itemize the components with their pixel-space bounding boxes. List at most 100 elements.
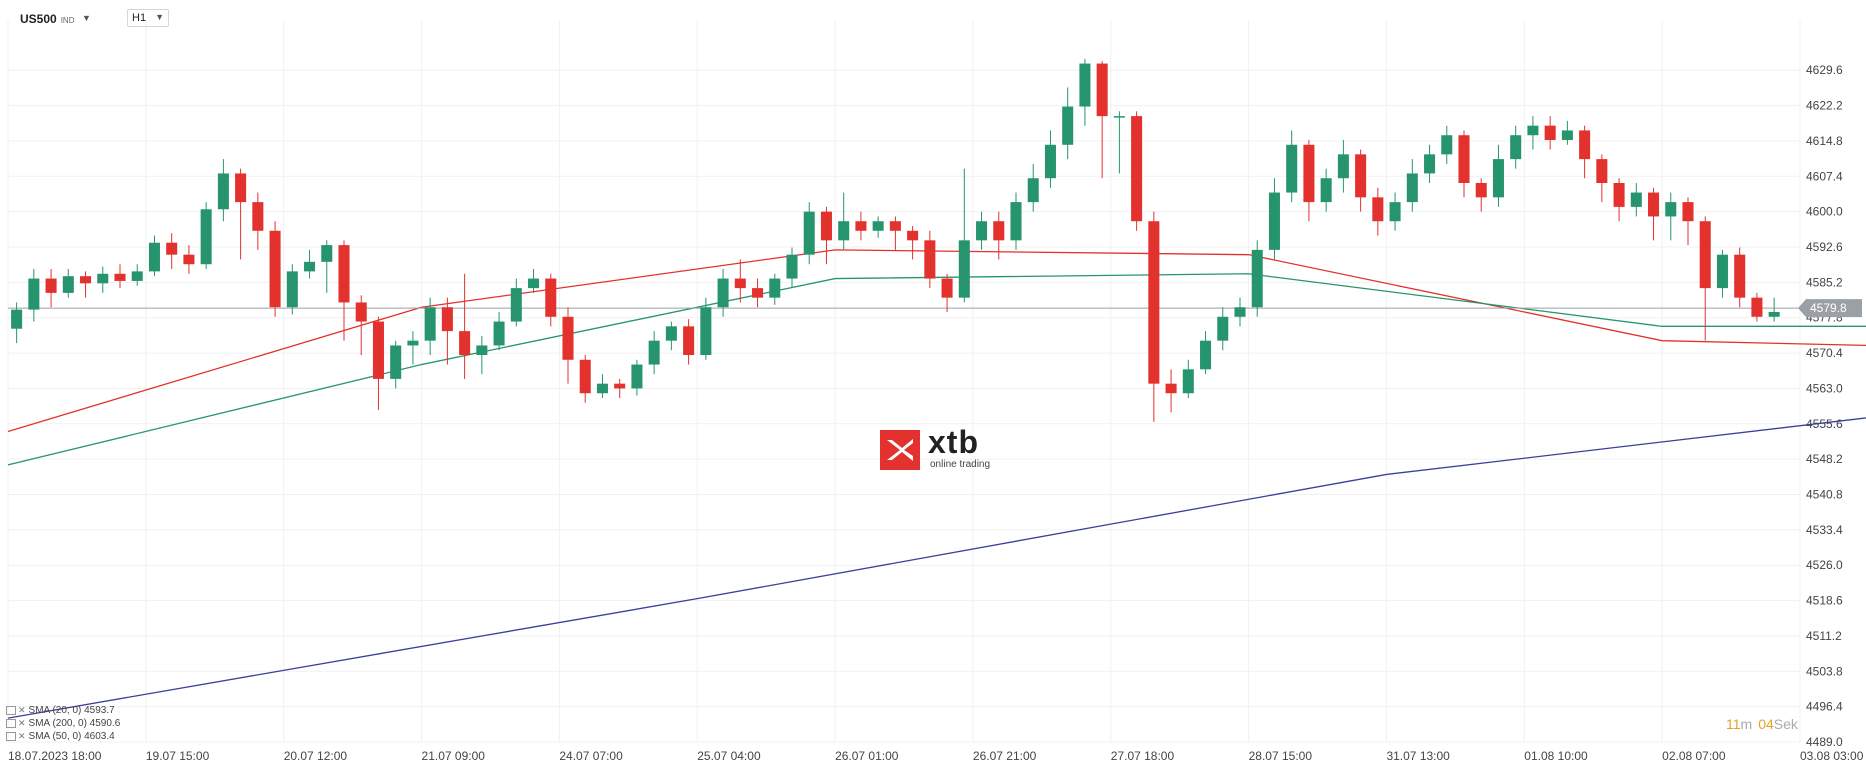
x-tick-label: 28.07 15:00 xyxy=(1249,749,1313,763)
candle-body xyxy=(924,240,936,279)
close-icon[interactable]: ✕ xyxy=(18,731,26,741)
candle-body xyxy=(269,230,281,308)
candle-body xyxy=(1010,202,1022,241)
candle-body xyxy=(769,278,781,298)
candle-body xyxy=(1510,135,1522,160)
legend-item-sma50[interactable]: ✕ SMA (50, 0) 4603.4 xyxy=(6,730,120,743)
chart-toolbar: US500 IND ▼ H1 ▼ xyxy=(0,0,1866,34)
candle-countdown: 11m 04Sek xyxy=(1726,716,1804,732)
settings-icon[interactable] xyxy=(6,705,16,715)
sma-line xyxy=(7,249,1866,433)
candle-body xyxy=(131,271,143,281)
y-tick-label: 4555.6 xyxy=(1806,417,1843,431)
candle-body xyxy=(803,211,815,255)
candle-body xyxy=(1182,369,1194,394)
candle-body xyxy=(1751,297,1763,317)
candle-body xyxy=(1527,125,1539,136)
x-tick-label: 18.07.2023 18:00 xyxy=(8,749,102,763)
candle-body xyxy=(1596,159,1608,183)
candle-body xyxy=(700,307,712,355)
candle-body xyxy=(1716,254,1728,289)
x-tick-label: 02.08 07:00 xyxy=(1662,749,1726,763)
x-tick-label: 21.07 09:00 xyxy=(422,749,486,763)
last-price-tag xyxy=(1798,299,1862,318)
candle-body xyxy=(1113,116,1125,118)
countdown-minutes: 11 xyxy=(1726,716,1741,732)
candle-body xyxy=(907,230,919,241)
sma-line xyxy=(7,417,1866,719)
candle-body xyxy=(1648,192,1660,217)
countdown-seconds: 04 xyxy=(1758,716,1774,732)
candle-body xyxy=(941,278,953,298)
y-tick-label: 4489.0 xyxy=(1806,735,1843,749)
candle-body xyxy=(1768,312,1780,317)
candle-body xyxy=(596,383,608,394)
y-tick-label: 4629.6 xyxy=(1806,63,1843,77)
candle-body xyxy=(1630,192,1642,207)
candle-body xyxy=(148,242,160,272)
indicator-legend: ✕ SMA (20, 0) 4593.7 ✕ SMA (200, 0) 4590.6… xyxy=(6,704,120,743)
candle-body xyxy=(1665,202,1677,217)
candle-body xyxy=(1303,144,1315,203)
y-tick-label: 4607.4 xyxy=(1806,169,1843,183)
candle-body xyxy=(235,173,247,203)
candle-body xyxy=(1372,197,1384,222)
y-tick-label: 4511.2 xyxy=(1806,629,1842,643)
candle-body xyxy=(1699,221,1711,289)
legend-item-sma200[interactable]: ✕ SMA (200, 0) 4590.6 xyxy=(6,717,120,730)
x-tick-label: 26.07 01:00 xyxy=(835,749,899,763)
symbol-selector[interactable]: US500 IND xyxy=(20,12,74,26)
candle-body xyxy=(717,278,729,308)
candle-body xyxy=(855,221,867,231)
x-tick-label: 25.07 04:00 xyxy=(697,749,761,763)
x-tick-label: 20.07 12:00 xyxy=(284,749,348,763)
candle-body xyxy=(183,254,195,265)
candle-body xyxy=(579,359,591,394)
candle-body xyxy=(838,221,850,241)
candle-body xyxy=(1217,316,1229,341)
candle-body xyxy=(1131,116,1143,222)
symbol-kind: IND xyxy=(60,16,75,25)
candle-body xyxy=(1458,135,1470,183)
countdown-minutes-unit: m xyxy=(1740,716,1753,732)
candle-body xyxy=(976,221,988,241)
candle-body xyxy=(493,321,505,346)
candle-body xyxy=(665,326,677,341)
countdown-seconds-unit: Sek xyxy=(1773,716,1798,732)
sma-line xyxy=(7,273,1866,466)
candle-body xyxy=(424,307,436,341)
logo-tagline: online trading xyxy=(930,459,991,470)
candle-body xyxy=(1165,383,1177,394)
x-tick-label: 26.07 21:00 xyxy=(973,749,1037,763)
candle-body xyxy=(1406,173,1418,203)
settings-icon[interactable] xyxy=(6,718,16,728)
legend-label: SMA (200, 0) 4590.6 xyxy=(28,718,121,729)
legend-item-sma20[interactable]: ✕ SMA (20, 0) 4593.7 xyxy=(6,704,120,717)
candle-body xyxy=(407,340,419,346)
candle-body xyxy=(1561,130,1573,140)
candle-body xyxy=(1441,135,1453,155)
candle-body xyxy=(286,271,298,308)
timeframe-selector[interactable]: H1 ▼ xyxy=(127,9,169,27)
candle-body xyxy=(441,307,453,332)
candle-body xyxy=(562,316,574,360)
close-icon[interactable]: ✕ xyxy=(18,718,26,728)
candle-body xyxy=(97,273,109,284)
candle-body xyxy=(1148,221,1160,384)
candle-body xyxy=(1096,63,1108,117)
candle-body xyxy=(1251,249,1263,308)
candle-body xyxy=(1682,202,1694,222)
y-tick-label: 4540.8 xyxy=(1806,488,1843,502)
y-tick-label: 4503.8 xyxy=(1806,664,1843,678)
y-tick-label: 4614.8 xyxy=(1806,134,1843,148)
close-icon[interactable]: ✕ xyxy=(18,705,26,715)
candle-body xyxy=(786,254,798,279)
chevron-down-icon[interactable]: ▼ xyxy=(82,13,91,23)
settings-icon[interactable] xyxy=(6,731,16,741)
candle-body xyxy=(614,383,626,389)
xtb-logo-icon xyxy=(880,430,920,470)
x-tick-label: 27.07 18:00 xyxy=(1111,749,1175,763)
candle-body xyxy=(734,278,746,289)
y-tick-label: 4533.4 xyxy=(1806,523,1843,537)
